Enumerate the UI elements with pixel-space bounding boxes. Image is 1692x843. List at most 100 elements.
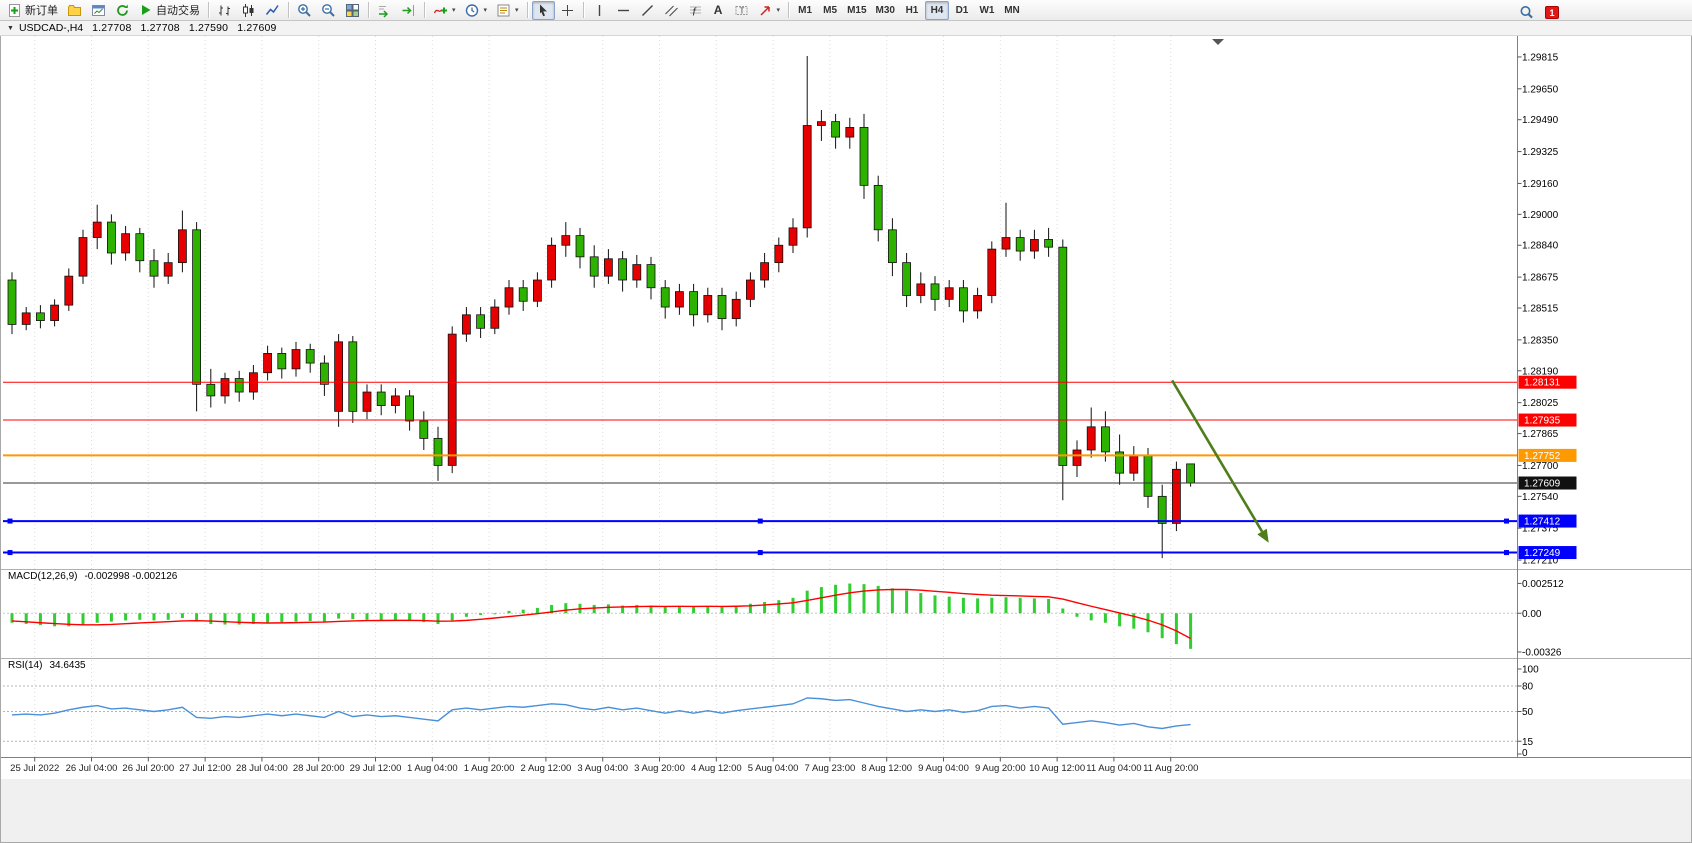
arrows-icon [760,5,770,16]
ohlc-low: 1.27590 [188,22,229,34]
svg-text:5 Aug 04:00: 5 Aug 04:00 [748,763,799,774]
channel-icon [664,5,678,16]
ohlc-high: 1.27708 [140,22,180,34]
svg-text:1.27375: 1.27375 [1522,524,1559,535]
vertical-line-tool-button[interactable] [588,1,611,20]
market-watch-button[interactable] [87,1,110,20]
toolbar-right-group: 1 [1515,3,1559,22]
svg-text:1.28131: 1.28131 [1524,378,1561,389]
chevron-down-icon: ▾ [515,7,519,14]
svg-text:1.28675: 1.28675 [1522,273,1559,284]
fibonacci-tool-button[interactable]: f [684,1,707,20]
auto-trading-button[interactable]: 自动交易 [135,1,204,20]
timeframe-w1-button[interactable]: W1 [979,4,995,16]
svg-text:27 Jul 12:00: 27 Jul 12:00 [179,763,231,774]
text-label-tool-button[interactable]: T [730,1,753,20]
macd-indicator-name: MACD(12,26,9) [8,571,78,582]
templates-button[interactable]: ▾ [492,1,523,20]
timeframe-m1-button[interactable]: M1 [798,4,813,16]
ohlc-close: 1.27609 [237,22,277,34]
timeframe-m15-button[interactable]: M15 [847,4,867,16]
svg-text:25 Jul 2022: 25 Jul 2022 [10,763,59,774]
svg-text:f: f [692,6,696,18]
timeframe-mn-button[interactable]: MN [1004,4,1020,16]
timeframe-h1-button[interactable]: H1 [905,4,919,16]
bar-chart-button[interactable] [213,1,236,20]
svg-text:15: 15 [1522,737,1534,748]
text-icon: A [713,3,723,17]
svg-text:1.28025: 1.28025 [1522,398,1559,409]
svg-text:7 Aug 23:00: 7 Aug 23:00 [805,763,856,774]
new-order-icon [9,3,20,17]
svg-text:29 Jul 12:00: 29 Jul 12:00 [350,763,402,774]
chart-symbol-period: USDCAD-,H4 [18,22,84,34]
crosshair-tool-button[interactable] [556,1,579,20]
chart-shift-button[interactable] [397,1,420,20]
svg-text:1.27609: 1.27609 [1524,479,1561,490]
svg-text:1.29490: 1.29490 [1522,115,1559,126]
tile-windows-button[interactable] [341,1,364,20]
channel-tool-button[interactable] [660,1,683,20]
svg-text:1.28350: 1.28350 [1522,335,1559,346]
svg-text:50: 50 [1522,707,1534,718]
toolbar-separator [526,2,528,18]
svg-text:80: 80 [1522,682,1534,693]
line-chart-button[interactable] [261,1,284,20]
horizontal-line-icon [617,9,629,11]
svg-text:28 Jul 04:00: 28 Jul 04:00 [236,763,288,774]
arrows-tool-button[interactable]: ▾ [754,1,785,20]
svg-text:-0.00326: -0.00326 [1522,647,1562,658]
auto-trading-label: 自动交易 [156,5,200,17]
trendline-tool-button[interactable] [636,1,659,20]
crosshair-icon [561,4,573,16]
svg-text:1.28515: 1.28515 [1522,304,1559,315]
timeframe-group: M1 M5 M15 M30 H1 H4 D1 W1 MN [793,0,1024,20]
search-icon [1520,6,1533,19]
svg-text:1 Aug 04:00: 1 Aug 04:00 [407,763,458,774]
text-tool-button[interactable]: A [708,1,729,20]
svg-text:1.27935: 1.27935 [1524,416,1561,427]
auto-scroll-icon [379,5,389,18]
indicators-icon [433,7,447,13]
svg-text:9 Aug 04:00: 9 Aug 04:00 [918,763,969,774]
main-toolbar: 新订单 自动交易 ▾ ▾ [0,0,1692,21]
horizontal-line-tool-button[interactable] [612,1,635,20]
svg-text:1.29650: 1.29650 [1522,84,1559,95]
timeframe-d1-button[interactable]: D1 [955,4,969,16]
toolbar-separator [208,2,209,18]
svg-text:26 Jul 20:00: 26 Jul 20:00 [122,763,174,774]
svg-text:1.29160: 1.29160 [1522,179,1559,190]
profiles-icon [68,4,81,16]
notification-badge[interactable]: 1 [1545,6,1559,19]
timeframe-m5-button[interactable]: M5 [823,4,838,16]
svg-text:T: T [739,6,744,15]
zoom-out-button[interactable] [317,1,340,20]
templates-icon [497,4,510,16]
cursor-tool-button[interactable] [531,0,555,20]
svg-text:1 Aug 20:00: 1 Aug 20:00 [464,763,515,774]
svg-text:1.27540: 1.27540 [1522,492,1559,503]
svg-text:1.27249: 1.27249 [1524,548,1561,559]
auto-scroll-button[interactable] [373,1,396,20]
candlestick-chart-button[interactable] [237,1,260,20]
svg-text:2 Aug 12:00: 2 Aug 12:00 [521,763,572,774]
svg-text:28 Jul 20:00: 28 Jul 20:00 [293,763,345,774]
indicators-button[interactable]: ▾ [429,1,460,20]
svg-text:1.29000: 1.29000 [1522,210,1559,221]
svg-text:9 Aug 20:00: 9 Aug 20:00 [975,763,1026,774]
profiles-button[interactable] [63,1,86,20]
cursor-icon [539,4,547,16]
new-order-button[interactable]: 新订单 [3,1,62,20]
svg-text:1.28190: 1.28190 [1522,366,1559,377]
zoom-out-icon [322,3,335,17]
rsi-indicator-name: RSI(14) [8,660,43,671]
zoom-in-button[interactable] [293,1,316,20]
search-button[interactable] [1515,3,1538,22]
periods-button[interactable]: ▾ [461,1,492,20]
timeframe-h4-button[interactable]: H4 [924,0,949,20]
rsi-panel-label: RSI(14) 34.6435 [8,660,93,671]
timeframe-m30-button[interactable]: M30 [875,4,895,16]
refresh-button[interactable] [111,1,134,20]
symbol-dropdown-icon[interactable]: ▼ [7,24,14,32]
